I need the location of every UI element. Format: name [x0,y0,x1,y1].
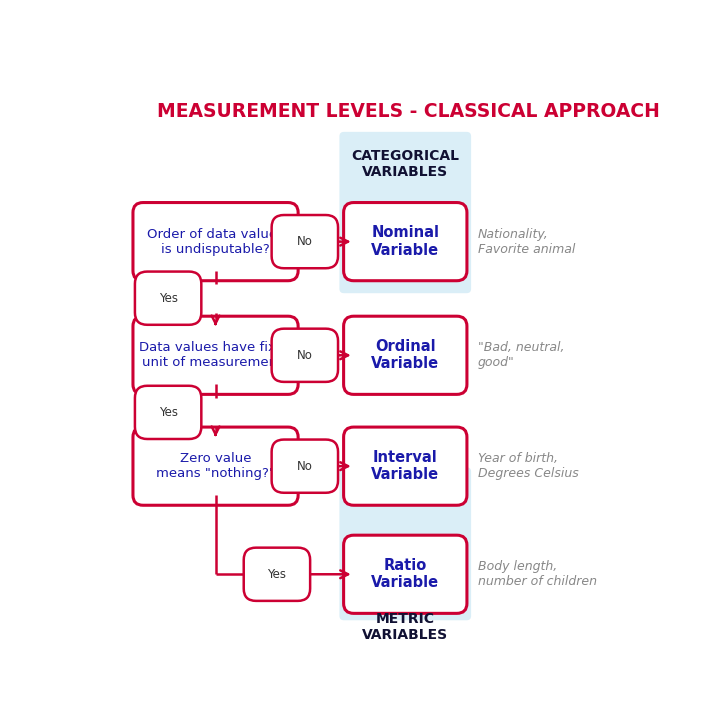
Text: Zero value
means "nothing?": Zero value means "nothing?" [156,452,275,480]
Text: Ordinal
Variable: Ordinal Variable [372,339,439,372]
Text: Interval
Variable: Interval Variable [372,450,439,482]
Text: "Bad, neutral,
good": "Bad, neutral, good" [478,341,564,369]
Text: METRIC
VARIABLES: METRIC VARIABLES [362,612,449,642]
Text: Yes: Yes [158,406,178,419]
Text: Body length,
number of children: Body length, number of children [478,560,597,588]
Text: Yes: Yes [267,568,287,581]
FancyBboxPatch shape [133,316,298,395]
FancyBboxPatch shape [135,271,202,325]
FancyBboxPatch shape [244,548,310,601]
FancyBboxPatch shape [271,328,338,382]
Text: No: No [297,235,312,248]
FancyBboxPatch shape [343,316,467,395]
Text: Data values have fixed
unit of measurement?: Data values have fixed unit of measureme… [139,341,292,369]
Text: Ratio
Variable: Ratio Variable [372,558,439,590]
FancyBboxPatch shape [135,386,202,439]
FancyBboxPatch shape [271,439,338,492]
FancyBboxPatch shape [339,132,471,293]
Text: MEASUREMENT LEVELS - CLASSICAL APPROACH: MEASUREMENT LEVELS - CLASSICAL APPROACH [157,102,660,121]
Text: No: No [297,348,312,361]
Text: No: No [297,459,312,472]
FancyBboxPatch shape [343,535,467,613]
FancyBboxPatch shape [133,427,298,505]
FancyBboxPatch shape [271,215,338,269]
FancyBboxPatch shape [343,427,467,505]
FancyBboxPatch shape [133,202,298,281]
Text: Nominal
Variable: Nominal Variable [372,225,439,258]
Text: Nationality,
Favorite animal: Nationality, Favorite animal [478,228,575,256]
Text: Year of birth,
Degrees Celsius: Year of birth, Degrees Celsius [478,452,579,480]
FancyBboxPatch shape [339,467,471,621]
FancyBboxPatch shape [343,202,467,281]
Text: Yes: Yes [158,292,178,305]
Text: CATEGORICAL
VARIABLES: CATEGORICAL VARIABLES [351,149,459,179]
Text: Order of data values
is undisputable?: Order of data values is undisputable? [147,228,284,256]
